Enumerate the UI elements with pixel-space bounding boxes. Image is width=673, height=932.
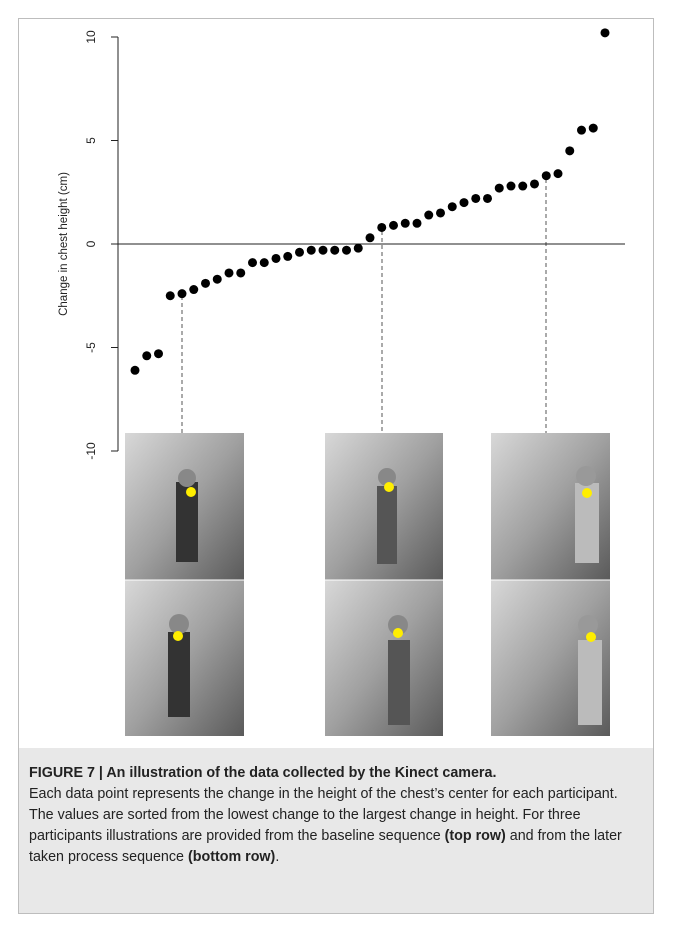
guide-lines: [182, 179, 546, 433]
y-tick-label: -5: [84, 342, 98, 353]
photo-middle: [325, 433, 443, 736]
y-tick-label: -10: [84, 442, 98, 460]
point: [319, 246, 328, 255]
point: [413, 219, 422, 228]
point: [295, 248, 304, 257]
point: [166, 291, 175, 300]
page: {"chart_data": {"type": "scatter", "y_la…: [0, 0, 673, 932]
point: [542, 171, 551, 180]
caption-text: .: [275, 849, 279, 865]
photo-panels: [125, 433, 610, 736]
caption-title: FIGURE 7 | An illustration of the data c…: [29, 765, 496, 781]
chart: Change in chest height (cm) -10 -5 0 5 10: [0, 0, 673, 745]
point: [424, 211, 433, 220]
caption: FIGURE 7 | An illustration of the data c…: [19, 748, 653, 913]
point: [495, 184, 504, 193]
point: [601, 28, 610, 37]
point: [530, 179, 539, 188]
y-tick-label: 0: [84, 240, 98, 247]
point: [260, 258, 269, 267]
point: [565, 146, 574, 155]
y-tick-label: 5: [84, 137, 98, 144]
point: [248, 258, 257, 267]
point: [307, 246, 316, 255]
point: [518, 182, 527, 191]
point: [589, 124, 598, 133]
point: [507, 182, 516, 191]
point: [471, 194, 480, 203]
point: [389, 221, 398, 230]
caption-emphasis: (bottom row): [188, 849, 275, 865]
y-axis-label: Change in chest height (cm): [58, 172, 70, 316]
point: [436, 208, 445, 217]
point: [283, 252, 292, 261]
point: [366, 233, 375, 242]
point: [554, 169, 563, 178]
photo-right: [491, 433, 610, 736]
point: [236, 268, 245, 277]
y-tick-label: 10: [84, 30, 98, 44]
point: [178, 289, 187, 298]
point: [330, 246, 339, 255]
point: [272, 254, 281, 263]
point: [154, 349, 163, 358]
point: [342, 246, 351, 255]
point: [131, 366, 140, 375]
point: [483, 194, 492, 203]
point: [401, 219, 410, 228]
point: [142, 351, 151, 360]
photo-left: [125, 433, 244, 736]
point: [189, 285, 198, 294]
point: [354, 244, 363, 253]
point: [225, 268, 234, 277]
caption-emphasis: (top row): [445, 828, 506, 844]
point: [213, 275, 222, 284]
point: [577, 126, 586, 135]
point: [377, 223, 386, 232]
point: [448, 202, 457, 211]
point: [460, 198, 469, 207]
point: [201, 279, 210, 288]
